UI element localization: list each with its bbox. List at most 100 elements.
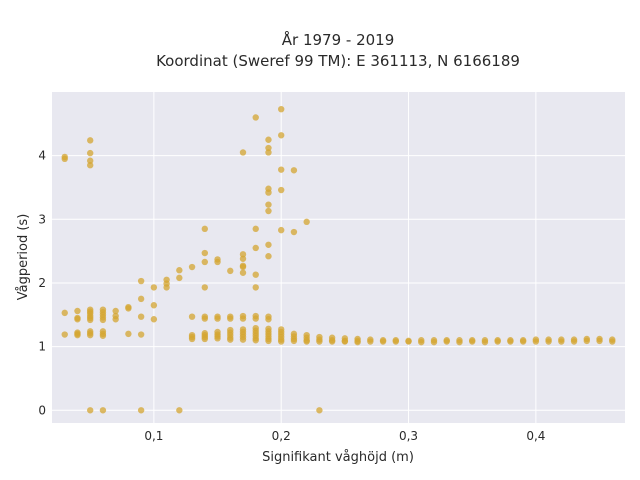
data-point [570,338,578,345]
data-point [125,305,132,312]
data-point [252,271,259,278]
data-point [239,315,247,322]
data-point [239,149,247,156]
data-point [265,136,272,143]
data-point [61,331,68,338]
data-point [176,267,183,274]
x-axis-title: Signifikant våghöjd (m) [262,450,414,465]
data-point [87,149,94,157]
data-point [252,114,259,121]
data-point [303,338,310,345]
data-point [265,144,272,152]
data-point [265,337,272,345]
data-point [290,337,298,345]
data-point [99,407,107,414]
data-point [150,284,158,291]
chart-title-line-2: Koordinat (Sweref 99 TM): E 361113, N 61… [156,52,520,70]
data-point [456,338,463,346]
y-tick-label: 2 [38,276,46,290]
data-point [265,189,272,196]
x-axis-ticks: 0,1 0,2 0,3 0,4 [144,429,545,443]
data-point [265,241,272,248]
data-point [112,316,119,323]
data-point [278,338,285,345]
plot-area [52,92,625,423]
data-point [112,307,119,315]
data-point [418,338,425,346]
data-point [87,316,94,324]
data-point [188,263,196,271]
y-tick-label: 1 [38,340,46,354]
chart-title-line-1: År 1979 - 2019 [282,30,395,49]
y-axis-title: Vågperiod (s) [16,214,31,301]
y-tick-label: 3 [38,212,46,226]
data-point [367,338,374,345]
data-point [278,166,285,173]
x-tick-label: 0,4 [526,429,545,443]
data-point [252,225,259,233]
grid-lines [52,92,625,423]
data-point [278,186,285,194]
data-point [583,337,590,345]
data-point [137,331,145,338]
data-point [61,153,68,161]
data-point [74,331,81,339]
data-point [87,157,94,164]
data-point [265,149,272,156]
data-point [265,316,272,323]
y-tick-label: 4 [38,149,46,163]
data-point [278,132,285,139]
data-point [507,338,514,345]
data-point [201,225,208,233]
x-tick-label: 0,1 [144,429,163,443]
data-point [558,338,565,345]
data-point [430,338,438,346]
data-point [125,330,132,338]
data-points [61,105,616,414]
data-point [74,307,81,315]
data-point [519,338,527,345]
data-point [163,284,170,291]
data-point [265,253,272,260]
data-point [265,207,272,215]
data-point [150,302,158,309]
data-point [545,338,552,345]
data-point [252,337,259,344]
data-point [137,295,145,303]
data-point [87,331,94,339]
data-point [443,338,450,345]
y-tick-label: 0 [38,403,46,417]
data-point [87,407,94,414]
data-point [239,251,247,258]
data-point [137,407,145,414]
data-point [239,336,247,343]
data-point [341,338,349,345]
data-point [290,228,298,236]
data-point [379,338,387,345]
data-point [239,255,247,262]
data-point [137,277,145,285]
data-point [99,332,107,339]
data-point [201,315,208,322]
data-point [239,263,247,271]
data-point [201,335,208,343]
x-tick-label: 0,3 [399,429,418,443]
data-point [609,338,616,345]
data-point [532,338,540,345]
data-point [278,105,285,113]
data-point [290,167,298,174]
data-point [201,249,208,257]
data-point [354,338,361,346]
data-point [74,316,81,323]
data-point [99,316,107,324]
data-point [252,315,259,322]
data-point [188,313,196,320]
data-point [176,274,183,282]
data-point [278,226,285,234]
data-point [176,407,183,414]
data-point [188,335,196,343]
data-point [405,338,412,345]
data-point [469,338,476,345]
